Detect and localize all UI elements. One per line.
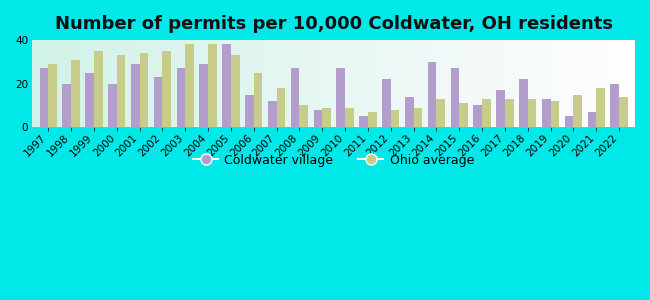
Bar <box>162 51 171 127</box>
Bar <box>85 73 94 127</box>
Bar <box>588 112 596 127</box>
Bar <box>482 99 491 127</box>
Bar <box>450 68 459 127</box>
Bar <box>62 84 71 127</box>
Bar <box>208 44 216 127</box>
Bar <box>505 99 514 127</box>
Bar <box>177 68 185 127</box>
Bar <box>222 44 231 127</box>
Bar <box>276 88 285 127</box>
Bar <box>254 73 263 127</box>
Bar <box>313 110 322 127</box>
Bar <box>300 106 308 127</box>
Bar <box>291 68 300 127</box>
Bar <box>619 97 628 127</box>
Bar <box>382 79 391 127</box>
Bar <box>473 106 482 127</box>
Bar <box>368 112 376 127</box>
Bar <box>245 94 254 127</box>
Bar <box>391 110 399 127</box>
Bar <box>596 88 605 127</box>
Bar <box>551 101 559 127</box>
Legend: Coldwater village, Ohio average: Coldwater village, Ohio average <box>188 148 479 172</box>
Bar <box>337 68 345 127</box>
Bar <box>459 103 468 127</box>
Bar <box>154 77 162 127</box>
Bar <box>200 64 208 127</box>
Bar <box>359 116 368 127</box>
Bar <box>428 62 436 127</box>
Bar <box>322 108 331 127</box>
Bar <box>436 99 445 127</box>
Bar <box>413 108 423 127</box>
Bar <box>40 68 48 127</box>
Bar <box>610 84 619 127</box>
Bar <box>496 90 505 127</box>
Bar <box>94 51 103 127</box>
Bar <box>231 56 240 127</box>
Bar <box>185 44 194 127</box>
Bar <box>268 101 276 127</box>
Bar <box>71 60 80 127</box>
Bar <box>345 108 354 127</box>
Bar <box>48 64 57 127</box>
Bar <box>528 99 536 127</box>
Bar <box>131 64 140 127</box>
Bar <box>140 53 148 127</box>
Title: Number of permits per 10,000 Coldwater, OH residents: Number of permits per 10,000 Coldwater, … <box>55 15 613 33</box>
Bar <box>519 79 528 127</box>
Bar <box>573 94 582 127</box>
Bar <box>542 99 551 127</box>
Bar <box>117 56 125 127</box>
Bar <box>405 97 413 127</box>
Bar <box>108 84 117 127</box>
Bar <box>565 116 573 127</box>
